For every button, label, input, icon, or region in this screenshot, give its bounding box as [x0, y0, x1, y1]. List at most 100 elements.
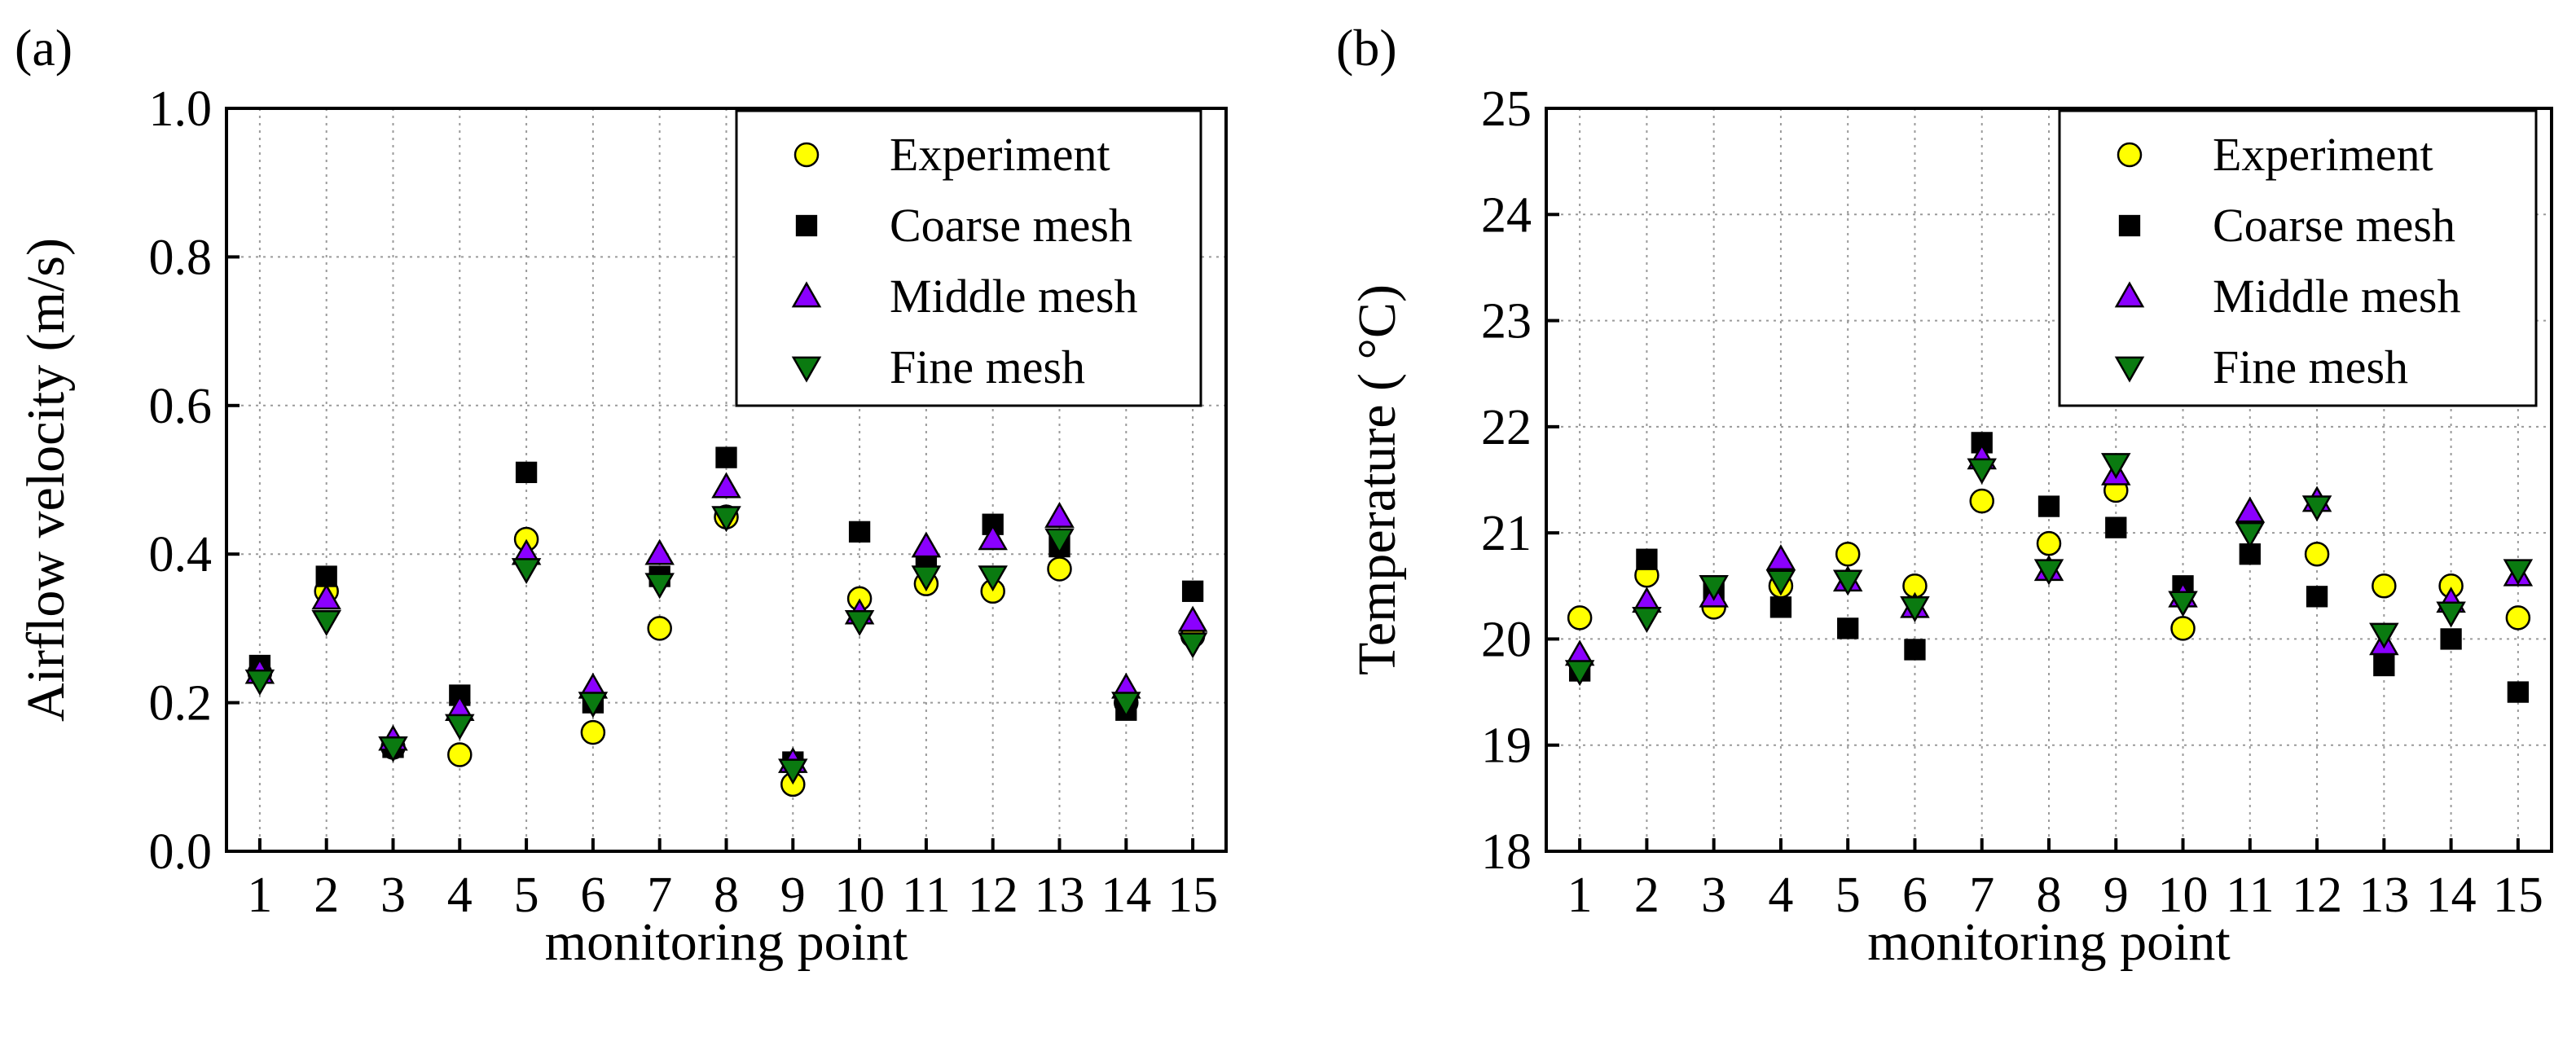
y-tick-label: 22 [1481, 400, 1532, 455]
y-tick-label: 20 [1481, 612, 1532, 667]
point-coarse-mesh [2440, 628, 2462, 650]
point-fine-mesh [511, 558, 542, 585]
x-tick-label: 14 [1101, 868, 1151, 923]
point-experiment [2170, 616, 2196, 641]
y-tick-label: 0.6 [149, 379, 213, 434]
point-middle-mesh [2235, 496, 2266, 523]
x-tick-label: 4 [1768, 868, 1793, 923]
point-middle-mesh [1765, 544, 1796, 571]
legend-marker-coarse-mesh [2118, 214, 2141, 237]
point-fine-mesh [844, 609, 875, 636]
y-tick-label: 0.2 [149, 676, 213, 732]
x-tick-label: 2 [314, 868, 339, 923]
point-middle-mesh [1044, 501, 1075, 528]
point-fine-mesh [1111, 692, 1141, 718]
point-fine-mesh [1699, 574, 1729, 601]
point-fine-mesh [311, 609, 341, 636]
x-tick-label: 10 [834, 868, 885, 923]
point-fine-mesh [1900, 596, 1930, 622]
point-fine-mesh [2235, 521, 2266, 548]
point-coarse-mesh [2507, 681, 2530, 703]
y-tick-label: 0.4 [149, 527, 213, 582]
y-tick-label: 24 [1481, 187, 1532, 243]
x-tick-label: 13 [2358, 868, 2409, 923]
legend-label-fine-mesh: Fine mesh [890, 341, 1085, 393]
legend: Experiment Coarse mesh Middle mesh Fine mes… [735, 109, 1202, 407]
point-fine-mesh [244, 669, 275, 696]
x-axis-title: monitoring point [545, 912, 908, 972]
point-fine-mesh [378, 736, 408, 762]
legend-label-middle-mesh: Middle mesh [890, 270, 1137, 323]
y-tick-label: 0.8 [149, 230, 213, 285]
x-tick-label: 13 [1035, 868, 1085, 923]
series-fine-mesh [244, 506, 1208, 785]
point-coarse-mesh [315, 565, 337, 587]
x-tick-label: 1 [1567, 868, 1593, 923]
point-coarse-mesh [1837, 617, 1859, 639]
point-middle-mesh [711, 472, 741, 499]
point-coarse-mesh [1181, 580, 1204, 602]
legend-label-experiment: Experiment [890, 128, 1110, 181]
point-coarse-mesh [1636, 548, 1658, 570]
point-fine-mesh [1832, 569, 1863, 596]
point-middle-mesh [978, 524, 1008, 551]
point-fine-mesh [778, 758, 808, 785]
point-fine-mesh [2168, 591, 2198, 617]
point-experiment [1835, 541, 1861, 567]
point-coarse-mesh [2038, 495, 2060, 517]
x-tick-label: 3 [1701, 868, 1726, 923]
point-experiment [2505, 605, 2531, 631]
x-tick-label: 5 [514, 868, 539, 923]
x-tick-label: 5 [1835, 868, 1861, 923]
x-tick-label: 3 [380, 868, 406, 923]
x-tick-label: 1 [247, 868, 272, 923]
point-coarse-mesh [2105, 516, 2127, 538]
point-fine-mesh [1765, 569, 1796, 596]
y-tick-label: 1.0 [149, 81, 213, 137]
point-fine-mesh [1564, 660, 1595, 687]
point-coarse-mesh [1904, 639, 1926, 661]
point-coarse-mesh [2306, 586, 2328, 608]
legend-label-middle-mesh: Middle mesh [2213, 270, 2460, 323]
x-tick-label: 8 [2037, 868, 2062, 923]
point-fine-mesh [1967, 458, 1997, 485]
legend-marker-fine-mesh [791, 356, 822, 383]
point-fine-mesh [2101, 453, 2131, 480]
legend: Experiment Coarse mesh Middle mesh Fine mes… [2058, 109, 2538, 407]
point-fine-mesh [1177, 632, 1208, 659]
x-axis-title: monitoring point [1867, 912, 2231, 972]
point-fine-mesh [2301, 495, 2332, 522]
x-tick-label: 11 [2226, 868, 2275, 923]
point-experiment [2036, 530, 2062, 556]
plot-frame [225, 107, 1228, 853]
legend-marker-coarse-mesh [795, 214, 818, 237]
point-fine-mesh [1044, 528, 1075, 555]
legend-marker-experiment [2117, 142, 2143, 168]
legend-label-fine-mesh: Fine mesh [2213, 341, 2408, 393]
legend-label-coarse-mesh: Coarse mesh [890, 199, 1132, 252]
point-fine-mesh [445, 714, 475, 740]
point-fine-mesh [1632, 607, 1662, 633]
point-fine-mesh [2503, 559, 2534, 586]
y-axis-title: Temperature ( °C) [1347, 284, 1407, 675]
point-fine-mesh [711, 506, 741, 533]
point-experiment [2372, 573, 2397, 599]
legend-marker-experiment [793, 142, 820, 168]
x-tick-label: 7 [1969, 868, 1994, 923]
data-points [1564, 432, 2534, 703]
point-experiment [1969, 488, 1994, 514]
panel-label: (a) [15, 19, 73, 77]
x-tick-label: 9 [2103, 868, 2129, 923]
point-experiment [1567, 605, 1593, 631]
x-tick-label: 10 [2158, 868, 2209, 923]
data-points [244, 446, 1208, 798]
panel-a-velocity: (a)0.00.20.40.60.81.01 2 3 4 5 6 7 8 9 10 11 12 13 14… [15, 19, 1228, 972]
x-tick-label: 7 [647, 868, 672, 923]
legend-marker-fine-mesh [2114, 356, 2145, 383]
plot-frame [1545, 107, 2553, 853]
x-tick-label: 12 [2292, 868, 2342, 923]
point-coarse-mesh [1769, 596, 1792, 618]
x-tick-label: 15 [2493, 868, 2543, 923]
point-fine-mesh [2033, 559, 2064, 586]
